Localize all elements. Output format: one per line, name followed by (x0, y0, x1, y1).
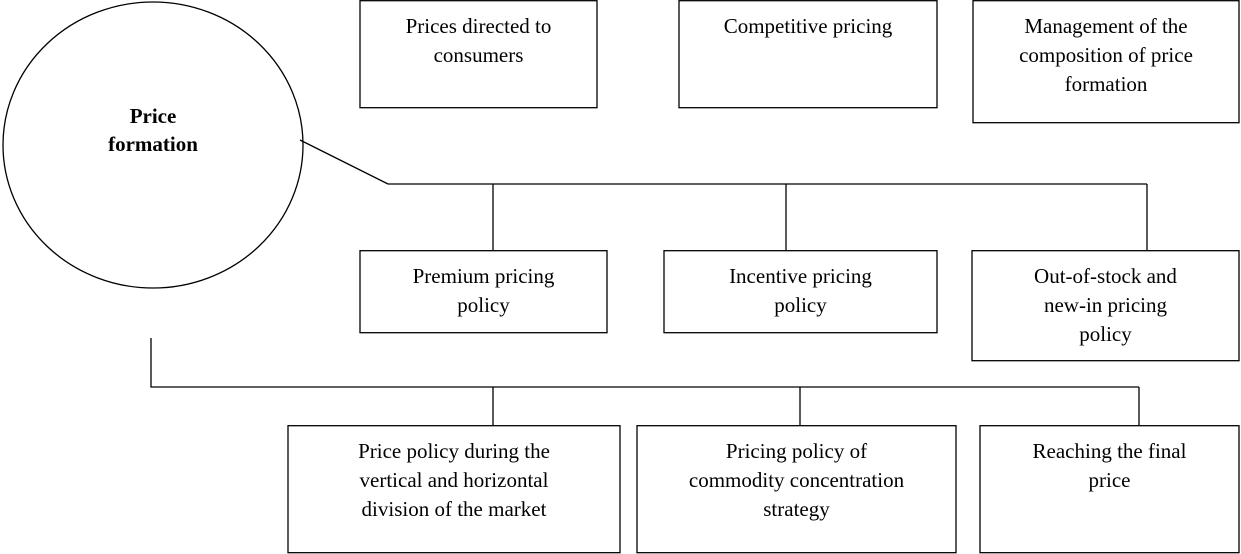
node-label: Prices directed to (406, 14, 552, 38)
node-label: vertical and horizontal (360, 468, 549, 492)
node-label: formation (1065, 72, 1148, 96)
node-label: consumers (434, 43, 524, 67)
node-box (636, 425, 957, 554)
center-ellipse (2, 1, 304, 289)
connector (150, 338, 1139, 388)
connector (299, 139, 389, 185)
node-label: composition of price (1019, 43, 1193, 67)
node-label: Premium pricing (413, 264, 555, 288)
node-label: strategy (763, 497, 830, 521)
node-label: Reaching the final (1033, 439, 1187, 463)
center-label: formation (108, 132, 198, 156)
node-label: price (1089, 468, 1131, 492)
node-label: policy (457, 293, 510, 317)
node-label: commodity concentration (689, 468, 905, 492)
node-label: Competitive pricing (724, 14, 893, 38)
node-box (972, 0, 1240, 124)
center-label: Price (130, 104, 177, 128)
node-label: new-in pricing (1044, 293, 1168, 317)
node-box (663, 250, 938, 334)
node-box (359, 0, 598, 109)
node-label: Out-of-stock and (1034, 264, 1177, 288)
node-label: Price policy during the (358, 439, 550, 463)
node-label: policy (774, 293, 827, 317)
node-label: Pricing policy of (726, 439, 867, 463)
node-label: Incentive pricing (729, 264, 872, 288)
node-label: policy (1079, 322, 1132, 346)
node-label: Management of the (1024, 14, 1187, 38)
node-box (678, 0, 938, 109)
node-label: division of the market (362, 497, 547, 521)
node-box (287, 425, 621, 554)
node-box (979, 425, 1240, 554)
node-box (359, 250, 608, 334)
node-box (971, 250, 1240, 362)
